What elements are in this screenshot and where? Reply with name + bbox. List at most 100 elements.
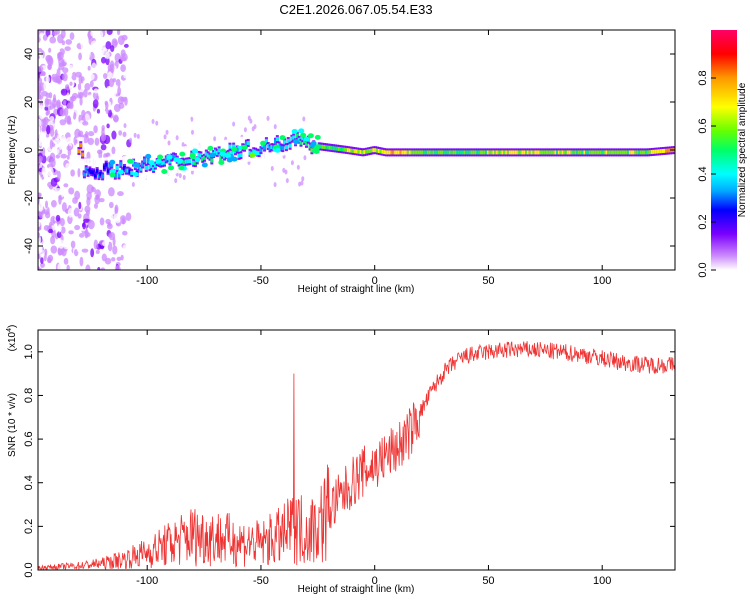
noise-speckle [190,169,194,175]
noise-speckle [81,109,86,118]
noise-speckle [38,77,43,86]
ridge-core [95,169,99,174]
ridge-core [627,150,631,155]
noise-speckle [175,135,179,141]
x-tick-label: 100 [593,275,611,287]
ridge-core [610,150,614,155]
noise-speckle [85,106,93,111]
noise-speckle [112,245,118,255]
noise-speckle [39,249,45,258]
noise-speckle [44,97,49,108]
x-tick-label: -50 [253,275,269,287]
noise-speckle [84,205,91,213]
noise-speckle [111,146,116,155]
ridge-core [476,150,480,155]
ridge-core [434,150,438,155]
noise-speckle [108,201,114,209]
ridge-core [554,150,558,155]
ridge-core [415,150,419,155]
noise-speckle [47,258,52,264]
noise-speckle [42,171,46,178]
ridge-core [634,150,638,155]
ridge-core [486,150,490,155]
noise-speckle [99,217,105,226]
ridge-core [628,150,632,155]
noise-speckle [60,188,65,198]
ridge-core [350,148,354,153]
noise-speckle [126,30,132,36]
noise-speckle [120,56,127,62]
ridge-blob [260,140,267,146]
noise-speckle [105,101,109,110]
ridge-core [93,173,97,178]
noise-speckle [122,230,128,236]
noise-speckle [82,222,86,230]
snr-panel: -100 -50 0 50 100 0.0 0.2 0.4 0.6 0.8 1.0 Height … [6,325,676,595]
ridge-core [148,165,152,170]
ridge-core [406,150,410,155]
noise-speckle [42,146,46,157]
ridge-core [383,150,387,155]
snr-unit-exponent: 4 [6,328,13,332]
noise-speckle [51,200,57,208]
ridge-core [463,150,467,155]
noise-speckle [273,124,277,130]
ridge-core [277,143,281,148]
ridge-core [592,150,596,155]
ridge-blob [225,153,232,159]
noise-speckle [115,235,119,241]
noise-speckle [49,36,57,44]
noise-speckle [38,102,41,111]
ridge-core [534,150,538,155]
ridge-core [428,150,432,155]
ridge-core [79,143,83,148]
noise-speckle [66,145,72,151]
ridge-core [588,150,592,155]
ridge-core [514,150,518,155]
ridge-core [124,168,128,173]
ridge-core [292,135,296,140]
snr-frame [37,329,676,571]
ridge-blob [291,128,298,134]
noise-speckle [74,224,81,231]
ridge-blob [109,159,116,165]
ridge-core [264,139,268,144]
noise-speckle [111,257,116,262]
noise-speckle [301,176,305,182]
ridge-core [457,150,461,155]
ridge-core [97,174,101,179]
ridge-blob [241,144,248,150]
ridge-core [372,148,376,153]
noise-speckle [242,175,246,181]
noise-speckle [107,101,112,111]
noise-speckle [300,180,304,186]
ridge-blob [231,156,238,162]
chart-title: C2E1.2026.067.05.54.E33 [279,2,432,17]
noise-speckle [62,67,69,74]
ridge-core [563,150,567,155]
ridge-halo [257,134,261,161]
ridge-halo [294,124,298,151]
ridge-blob [274,147,281,153]
ridge-core [283,140,287,145]
noise-speckle [84,130,89,139]
ridge-core [153,163,157,168]
noise-speckle [49,116,55,122]
noise-speckle [123,187,129,193]
ridge-core [192,160,196,165]
noise-speckle [52,31,58,36]
ridge-core [304,141,308,146]
noise-speckle [59,119,67,126]
ridge-core [658,149,662,154]
ridge-core [497,150,501,155]
noise-speckle [66,154,70,160]
noise-speckle [197,177,201,183]
noise-speckle [57,170,61,181]
noise-speckle [264,176,268,182]
ridge-core [203,155,207,160]
noise-speckle [72,112,77,120]
noise-speckle [64,46,71,52]
ridge-core [468,150,472,155]
ridge-core [650,150,654,154]
